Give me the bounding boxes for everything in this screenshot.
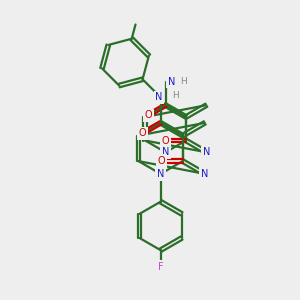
Text: F: F: [158, 262, 164, 272]
Text: N: N: [203, 147, 210, 157]
Text: H: H: [172, 91, 179, 100]
Text: N: N: [168, 76, 175, 87]
Text: N: N: [155, 92, 163, 102]
Text: O: O: [158, 156, 165, 166]
Text: O: O: [139, 128, 146, 138]
Text: H: H: [180, 77, 187, 86]
Text: N: N: [201, 169, 208, 179]
Text: O: O: [144, 110, 152, 120]
Text: N: N: [162, 147, 169, 157]
Text: N: N: [157, 169, 164, 179]
Text: O: O: [162, 136, 169, 146]
